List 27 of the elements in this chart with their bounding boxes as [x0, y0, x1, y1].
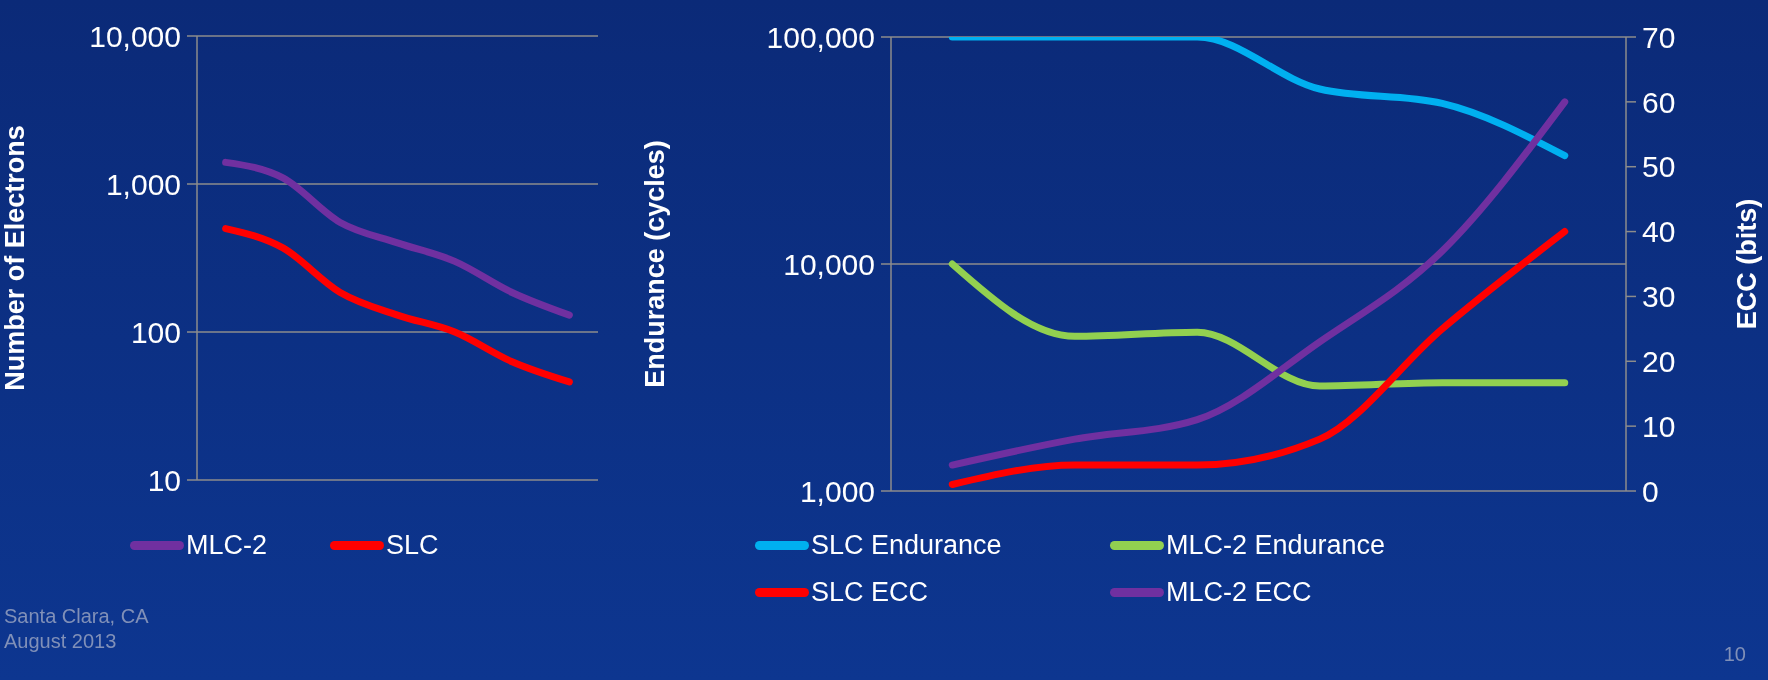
legend-label: MLC-2 ECC [1166, 577, 1312, 608]
y-tick-label: 100 [130, 315, 181, 349]
y2-tick-label: 70 [1642, 20, 1676, 54]
y-tick-label: 100,000 [766, 20, 875, 54]
y-tick-label: 10 [147, 463, 181, 497]
y-axis-title: Number of Electrons [0, 125, 30, 391]
y2-axis-title: ECC (bits) [1731, 198, 1762, 330]
y-tick-label: 10,000 [89, 19, 181, 53]
y2-tick-label: 60 [1642, 85, 1676, 119]
text: August 2013 [4, 629, 118, 654]
y-axis-title: Endurance (cycles) [639, 140, 670, 388]
y-tick-label: 10,000 [783, 247, 875, 281]
y2-tick-label: 30 [1642, 280, 1676, 314]
legend-label: SLC [386, 530, 439, 561]
y2-tick-label: 10 [1642, 409, 1676, 443]
legend-label: SLC Endurance [811, 530, 1002, 561]
legend-label: MLC-2 Endurance [1166, 530, 1386, 561]
y2-tick-label: 0 [1642, 474, 1659, 508]
text: 10 [1723, 642, 1746, 667]
y-tick-label: 1,000 [799, 474, 875, 508]
legend-label: MLC-2 [186, 530, 268, 561]
text: Santa Clara, CA [4, 604, 149, 629]
y2-tick-label: 50 [1642, 150, 1676, 184]
y-tick-label: 1,000 [105, 167, 181, 201]
y2-tick-label: 40 [1642, 215, 1676, 249]
legend-label: SLC ECC [811, 577, 929, 608]
y2-tick-label: 20 [1642, 344, 1676, 378]
